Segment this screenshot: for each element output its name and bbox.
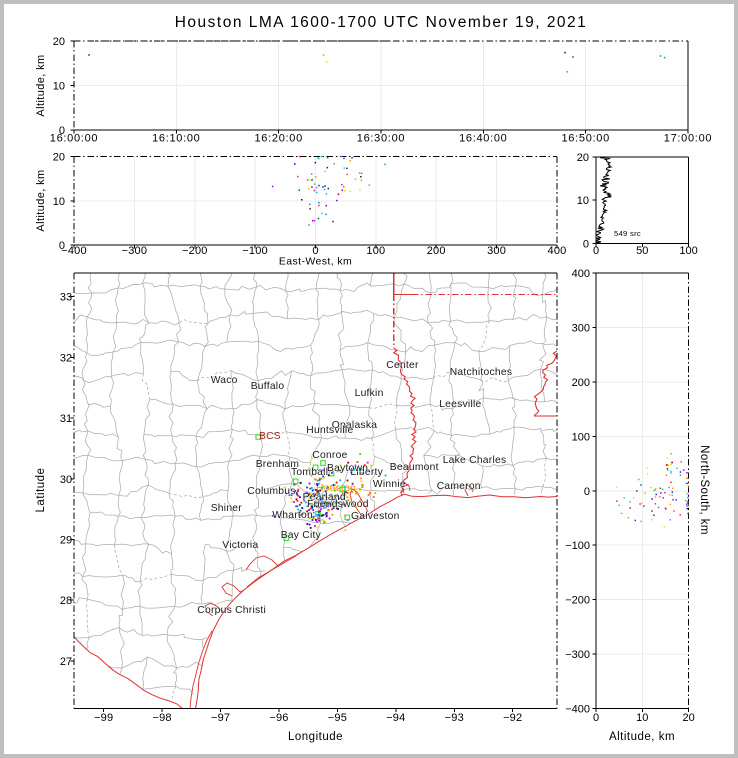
svg-text:20: 20 (682, 712, 694, 724)
svg-text:100: 100 (366, 245, 385, 257)
svg-text:−400: −400 (565, 704, 590, 716)
svg-text:20: 20 (53, 152, 65, 164)
svg-text:16:40:00: 16:40:00 (459, 133, 507, 145)
svg-text:0: 0 (593, 712, 599, 724)
svg-text:−99: −99 (94, 712, 113, 724)
svg-text:Waco: Waco (211, 375, 238, 386)
svg-text:−93: −93 (445, 712, 464, 724)
svg-text:0: 0 (59, 125, 65, 137)
svg-text:Baytown: Baytown (327, 463, 368, 474)
svg-text:549 src: 549 src (614, 229, 641, 238)
svg-text:400: 400 (548, 245, 567, 257)
svg-text:300: 300 (572, 322, 590, 334)
svg-text:Altitude, km: Altitude, km (35, 169, 47, 231)
svg-text:Lake Charles: Lake Charles (443, 455, 507, 466)
svg-text:16:00:00: 16:00:00 (50, 133, 98, 145)
svg-text:16:30:00: 16:30:00 (357, 133, 405, 145)
svg-text:Longitude: Longitude (288, 731, 343, 743)
svg-text:10: 10 (577, 195, 589, 207)
svg-text:100: 100 (572, 431, 590, 443)
svg-text:16:10:00: 16:10:00 (152, 133, 200, 145)
svg-text:400: 400 (572, 268, 590, 280)
svg-text:Lufkin: Lufkin (355, 388, 384, 399)
svg-text:−400: −400 (61, 245, 87, 257)
svg-text:Leesville: Leesville (439, 399, 481, 410)
svg-text:10: 10 (53, 196, 65, 208)
svg-text:33: 33 (60, 292, 72, 304)
svg-text:20: 20 (53, 36, 65, 48)
svg-text:North-South, km: North-South, km (698, 445, 710, 535)
svg-text:27: 27 (60, 656, 72, 668)
svg-text:East-West, km: East-West, km (279, 256, 352, 268)
svg-text:Latitude: Latitude (35, 468, 47, 513)
svg-text:Natchitoches: Natchitoches (450, 367, 513, 378)
svg-text:50: 50 (636, 245, 648, 257)
svg-text:−300: −300 (122, 245, 148, 257)
svg-text:16:50:00: 16:50:00 (561, 133, 609, 145)
svg-text:Liberty: Liberty (350, 467, 383, 478)
svg-text:Galveston: Galveston (351, 511, 400, 522)
svg-text:Onalaska: Onalaska (332, 420, 378, 431)
svg-text:100: 100 (679, 245, 697, 257)
svg-text:Huntsville: Huntsville (306, 425, 353, 436)
svg-text:31: 31 (60, 413, 72, 425)
svg-text:−98: −98 (152, 712, 171, 724)
svg-text:32: 32 (60, 352, 72, 364)
svg-text:Victoria: Victoria (222, 540, 258, 551)
svg-text:200: 200 (572, 377, 590, 389)
svg-text:Tomball: Tomball (291, 467, 328, 478)
svg-text:10: 10 (53, 81, 65, 93)
svg-text:Center: Center (386, 360, 419, 371)
svg-text:29: 29 (60, 535, 72, 547)
svg-text:17:00:00: 17:00:00 (664, 133, 712, 145)
svg-text:30: 30 (60, 474, 72, 486)
svg-text:10: 10 (636, 712, 648, 724)
svg-text:−95: −95 (328, 712, 347, 724)
svg-text:Friendswood: Friendswood (307, 499, 369, 510)
svg-text:0: 0 (593, 245, 599, 257)
svg-text:Bay City: Bay City (281, 530, 322, 541)
svg-text:Corpus Christi: Corpus Christi (197, 605, 266, 616)
svg-text:−94: −94 (386, 712, 405, 724)
svg-text:−200: −200 (565, 595, 590, 607)
svg-text:0: 0 (584, 486, 590, 498)
svg-text:0: 0 (59, 240, 65, 252)
svg-text:Conroe: Conroe (312, 450, 347, 461)
svg-text:16:20:00: 16:20:00 (254, 133, 302, 145)
svg-text:Pearland: Pearland (303, 492, 346, 503)
svg-text:Altitude, km: Altitude, km (609, 731, 675, 743)
svg-text:−100: −100 (242, 245, 268, 257)
svg-text:200: 200 (427, 245, 446, 257)
svg-text:−97: −97 (211, 712, 230, 724)
svg-text:0: 0 (583, 239, 589, 251)
svg-text:BCS: BCS (259, 431, 281, 442)
svg-text:300: 300 (487, 245, 506, 257)
svg-text:Shiner: Shiner (211, 503, 243, 514)
svg-text:−200: −200 (182, 245, 208, 257)
svg-text:Winnie: Winnie (373, 479, 406, 490)
svg-text:Altitude, km: Altitude, km (35, 54, 47, 116)
svg-text:−92: −92 (503, 712, 522, 724)
svg-text:20: 20 (577, 152, 589, 164)
svg-text:Houston: Houston (316, 483, 356, 494)
svg-text:Houston LMA 1600-1700 UTC Nove: Houston LMA 1600-1700 UTC November 19, 2… (175, 14, 588, 31)
svg-text:Brenham: Brenham (256, 459, 300, 470)
svg-text:Cameron: Cameron (437, 481, 481, 492)
svg-text:−96: −96 (269, 712, 288, 724)
svg-text:Beaumont: Beaumont (390, 462, 439, 473)
svg-text:Wharton: Wharton (272, 510, 313, 521)
svg-text:Columbus: Columbus (247, 486, 295, 497)
svg-text:0: 0 (312, 245, 318, 257)
svg-text:−100: −100 (565, 540, 590, 552)
svg-text:−300: −300 (565, 649, 590, 661)
svg-text:Buffalo: Buffalo (251, 381, 285, 392)
svg-text:28: 28 (60, 595, 72, 607)
